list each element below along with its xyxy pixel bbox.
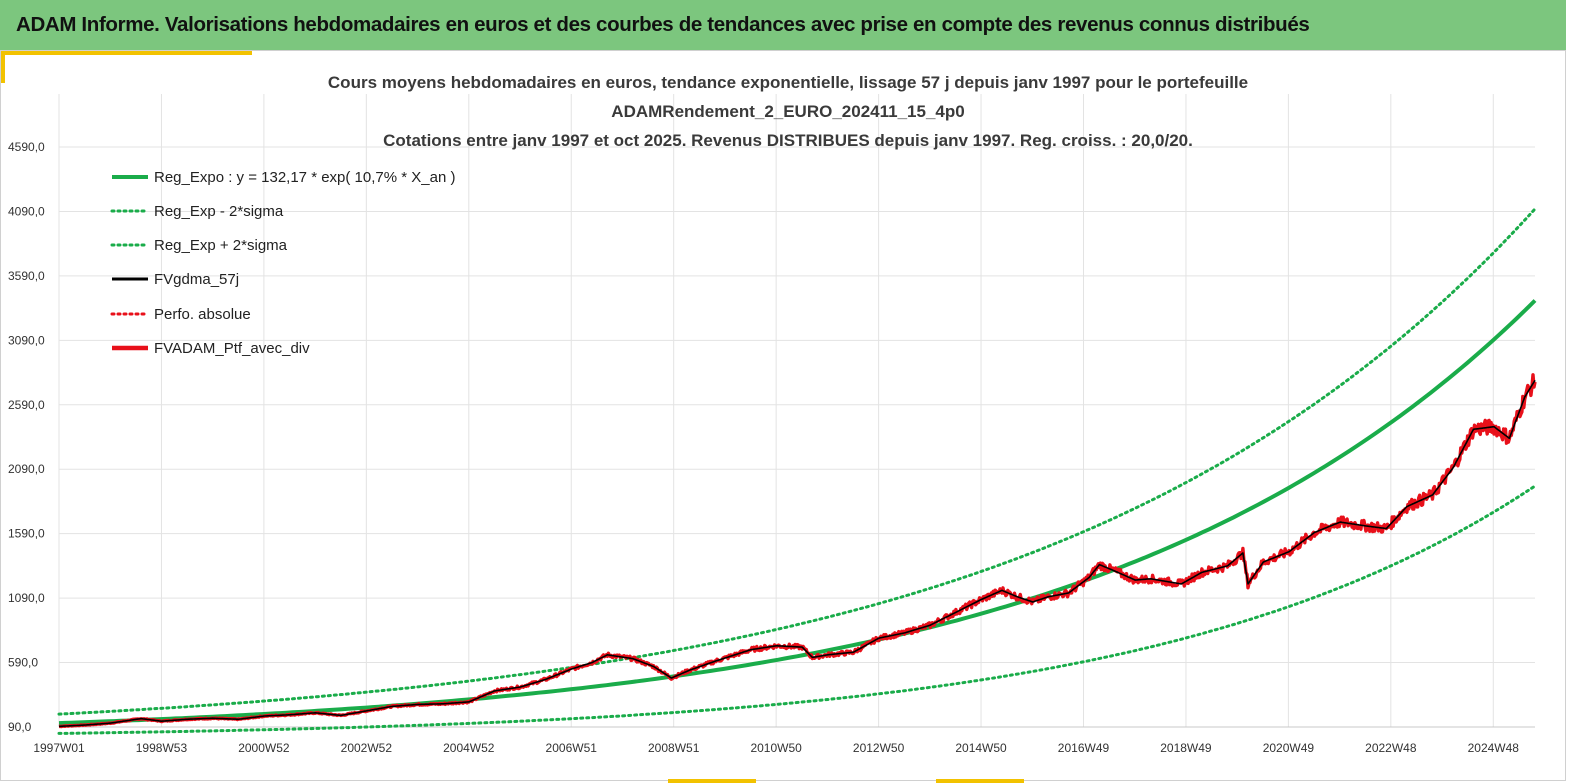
horizontal-gridlines xyxy=(59,146,1535,728)
y-tick-label: 590,0 xyxy=(8,656,38,670)
legend-label: Reg_Expo : y = 132,17 * exp( 10,7% * X_a… xyxy=(154,169,455,186)
series-line-lower-band xyxy=(57,484,1537,735)
x-tick-label: 2010W50 xyxy=(750,741,802,755)
chart-title-line: Cours moyens hebdomadaires en euros, ten… xyxy=(328,73,1248,92)
x-tick-label: 2016W49 xyxy=(1058,741,1110,755)
legend-label: FVADAM_Ptf_avec_div xyxy=(154,340,310,357)
chart-title-line: ADAMRendement_2_EURO_202411_15_4p0 xyxy=(611,102,964,121)
x-tick-label: 2020W49 xyxy=(1263,741,1315,755)
x-tick-label: 2012W50 xyxy=(853,741,905,755)
x-axis-ticks: 1997W01 1998W53 2000W52 2002W52 2004W52 2006W… xyxy=(33,741,1519,755)
chart-frame xyxy=(0,50,1566,781)
series-line-portfolio xyxy=(58,373,1537,729)
legend-label: Reg_Exp - 2*sigma xyxy=(154,203,284,220)
chart-title-line: Cotations entre janv 1997 et oct 2025. R… xyxy=(383,131,1193,150)
accent-bar-bottom xyxy=(936,779,1024,783)
banner-title: ADAM Informe. Valorisations hebdomadaire… xyxy=(16,13,1310,36)
x-tick-label: 1997W01 xyxy=(33,741,85,755)
y-tick-label: 90,0 xyxy=(8,720,32,734)
y-tick-label: 3590,0 xyxy=(8,269,45,283)
x-tick-label: 2022W48 xyxy=(1365,741,1417,755)
legend-label: FVgdma_57j xyxy=(154,271,239,288)
x-tick-label: 2004W52 xyxy=(443,741,495,755)
y-tick-label: 1090,0 xyxy=(8,591,45,605)
accent-bar-top xyxy=(0,50,252,55)
legend: Reg_Expo : y = 132,17 * exp( 10,7% * X_a… xyxy=(110,169,455,357)
accent-bar-bottom xyxy=(668,779,756,783)
series-line-upper-band xyxy=(57,207,1537,716)
vertical-gridlines xyxy=(58,94,1494,727)
y-axis-ticks: 90,0 590,0 1090,0 1590,0 2090,0 2590,0 3090,0 3… xyxy=(8,140,45,734)
y-tick-label: 4090,0 xyxy=(8,204,45,218)
x-tick-label: 2008W51 xyxy=(648,741,700,755)
y-tick-label: 2090,0 xyxy=(8,462,45,476)
legend-label: Reg_Exp + 2*sigma xyxy=(154,237,288,254)
x-tick-label: 2018W49 xyxy=(1160,741,1212,755)
legend-label: Perfo. absolue xyxy=(154,306,251,323)
x-tick-label: 2024W48 xyxy=(1468,741,1520,755)
x-tick-label: 2000W52 xyxy=(238,741,290,755)
series-line-trend xyxy=(58,299,1537,726)
accent-bar-left xyxy=(0,50,5,83)
x-tick-label: 2014W50 xyxy=(955,741,1007,755)
chart-title: Cours moyens hebdomadaires en euros, ten… xyxy=(328,73,1248,150)
y-tick-label: 3090,0 xyxy=(8,333,45,347)
y-tick-label: 2590,0 xyxy=(8,398,45,412)
x-tick-label: 1998W53 xyxy=(136,741,188,755)
series-line-smoothed xyxy=(58,379,1536,728)
x-tick-label: 2006W51 xyxy=(546,741,598,755)
y-tick-label: 4590,0 xyxy=(8,140,45,154)
series-lines xyxy=(57,207,1537,735)
y-tick-label: 1590,0 xyxy=(8,527,45,541)
x-tick-label: 2002W52 xyxy=(341,741,393,755)
report-banner: ADAM Informe. Valorisations hebdomadaire… xyxy=(0,0,1566,51)
